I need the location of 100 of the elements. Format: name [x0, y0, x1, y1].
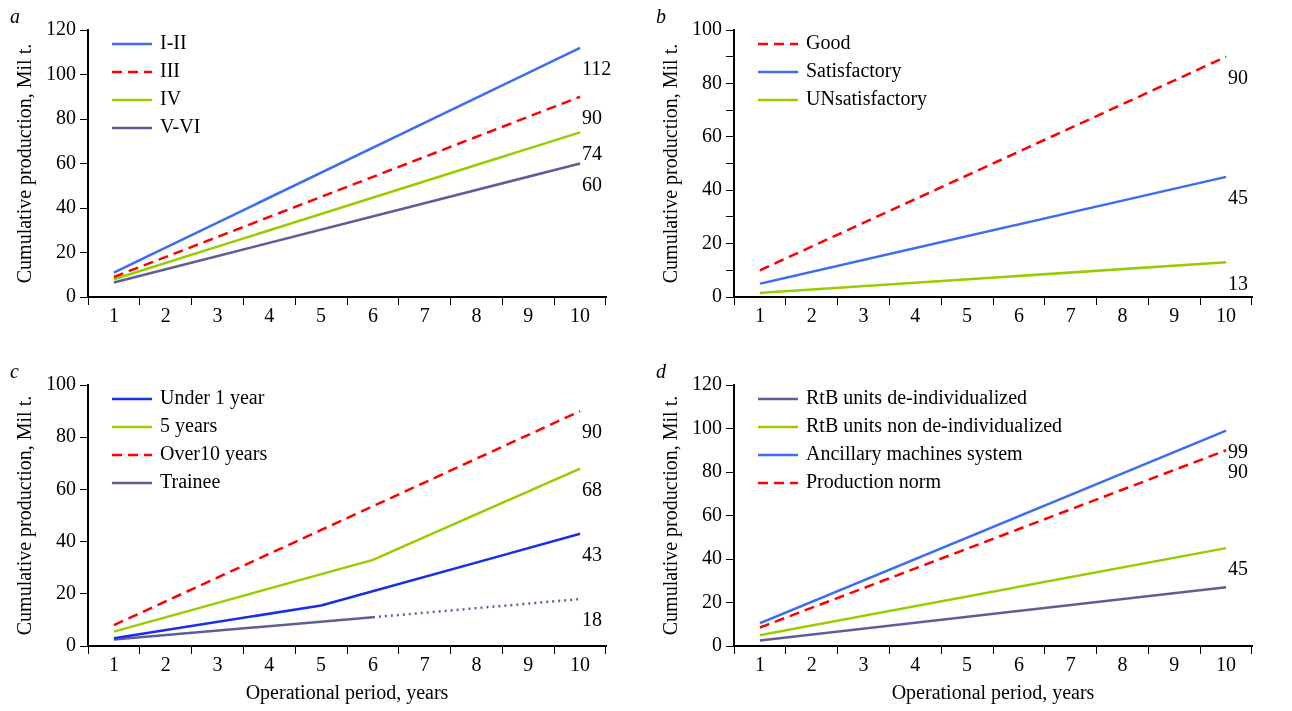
x-tick-label: 4	[910, 653, 921, 676]
x-tick-label: 1	[754, 653, 765, 676]
x-tick-label: 6	[367, 653, 378, 676]
data-label: 68	[582, 477, 603, 500]
y-tick-label: 100	[46, 61, 76, 84]
data-label: 13	[1228, 271, 1249, 294]
legend-label: Under 1 year	[160, 386, 265, 410]
y-tick-label: 120	[46, 17, 76, 40]
x-tick-label: 3	[212, 653, 223, 676]
x-tick-label: 1	[108, 304, 119, 327]
x-tick-label: 10	[1216, 653, 1237, 676]
legend-label: I-II	[160, 31, 187, 54]
x-tick-label: 8	[1117, 653, 1128, 676]
y-tick-label: 0	[712, 284, 722, 307]
legend-label: Ancillary machines system	[806, 442, 1024, 466]
y-tick-label: 40	[702, 546, 722, 569]
legend-label: 5 years	[160, 414, 218, 438]
x-tick-label: 3	[858, 653, 869, 676]
x-tick-label: 5	[316, 653, 327, 676]
x-tick-label: 7	[419, 653, 430, 676]
x-tick-label: 5	[316, 304, 327, 327]
x-tick-label: 8	[471, 304, 482, 327]
x-tick-label: 10	[570, 653, 591, 676]
y-tick-label: 20	[56, 239, 76, 262]
x-tick-label: 3	[858, 304, 869, 327]
x-tick-label: 5	[962, 653, 973, 676]
y-tick-label: 100	[692, 415, 722, 438]
y-tick-label: 120	[692, 372, 722, 395]
x-tick-label: 2	[806, 304, 817, 327]
legend-label: V-VI	[160, 115, 201, 138]
x-tick-label: 6	[367, 304, 378, 327]
x-tick-label: 9	[1169, 653, 1180, 676]
y-tick-label: 40	[702, 177, 722, 200]
y-tick-label: 60	[702, 124, 722, 147]
data-label: 90	[1228, 459, 1249, 482]
data-label: 90	[582, 106, 603, 128]
x-tick-label: 8	[471, 653, 482, 676]
y-tick-label: 20	[702, 589, 722, 612]
x-tick-label: 2	[160, 653, 171, 676]
data-label: 43	[582, 543, 603, 566]
legend-label: Over10 years	[160, 442, 268, 466]
y-tick-label: 60	[56, 476, 76, 499]
x-tick-label: 4	[910, 304, 921, 327]
y-axis-title: Cumulative production, Mil t.	[13, 395, 37, 636]
x-tick-label: 8	[1117, 304, 1128, 327]
x-tick-label: 4	[264, 304, 275, 327]
y-tick-label: 0	[712, 633, 722, 656]
legend-label: RtB units non de-individualized	[806, 414, 1063, 437]
x-tick-label: 3	[212, 304, 223, 327]
data-label: 90	[1228, 65, 1249, 88]
x-axis-title: Operational period, years	[245, 681, 449, 705]
data-label: 112	[582, 57, 612, 80]
legend-label: RtB units de-individualized	[806, 386, 1028, 409]
x-tick-label: 2	[806, 653, 817, 676]
x-tick-label: 9	[523, 653, 534, 676]
legend-label: Production norm	[806, 470, 942, 493]
y-axis-title: Cumulative production, Mil t.	[13, 43, 37, 284]
chart-title: a	[10, 5, 20, 28]
legend-label: Good	[806, 31, 851, 54]
x-tick-label: 1	[754, 304, 765, 327]
y-tick-label: 0	[66, 284, 76, 307]
y-tick-label: 80	[56, 424, 76, 447]
legend-label: Satisfactory	[806, 59, 902, 83]
data-label: 90	[582, 420, 603, 443]
chart-title: d	[656, 360, 667, 383]
x-tick-label: 1	[108, 653, 119, 676]
x-tick-label: 4	[264, 653, 275, 676]
y-tick-label: 80	[702, 70, 722, 93]
legend-label: III	[160, 59, 180, 82]
legend-label: Trainee	[160, 470, 221, 493]
x-tick-label: 7	[419, 304, 430, 327]
y-tick-label: 0	[66, 633, 76, 656]
y-tick-label: 80	[702, 459, 722, 482]
x-tick-label: 10	[570, 304, 591, 327]
y-tick-label: 80	[56, 106, 76, 129]
data-label: 18	[582, 608, 603, 631]
chart-title: c	[10, 360, 19, 383]
y-tick-label: 60	[702, 502, 722, 525]
y-tick-label: 60	[56, 150, 76, 173]
y-tick-label: 40	[56, 528, 76, 551]
legend-label: UNsatisfactory	[806, 87, 928, 111]
y-tick-label: 100	[692, 17, 722, 40]
x-tick-label: 9	[1169, 304, 1180, 327]
y-axis-title: Cumulative production, Mil t.	[659, 43, 683, 284]
data-label: 45	[1228, 186, 1249, 209]
data-label: 74	[582, 141, 603, 164]
x-tick-label: 7	[1065, 653, 1076, 676]
y-tick-label: 100	[46, 372, 76, 395]
x-tick-label: 2	[160, 304, 171, 327]
data-label: 60	[582, 172, 603, 195]
x-axis-title: Operational period, years	[891, 681, 1095, 705]
x-tick-label: 6	[1013, 304, 1024, 327]
x-tick-label: 10	[1216, 304, 1237, 327]
y-tick-label: 20	[56, 581, 76, 604]
data-label: 45	[1228, 557, 1249, 580]
legend-label: IV	[160, 87, 182, 110]
x-tick-label: 6	[1013, 653, 1024, 676]
x-tick-label: 7	[1065, 304, 1076, 327]
x-tick-label: 5	[962, 304, 973, 327]
data-label: 99	[1228, 439, 1249, 462]
